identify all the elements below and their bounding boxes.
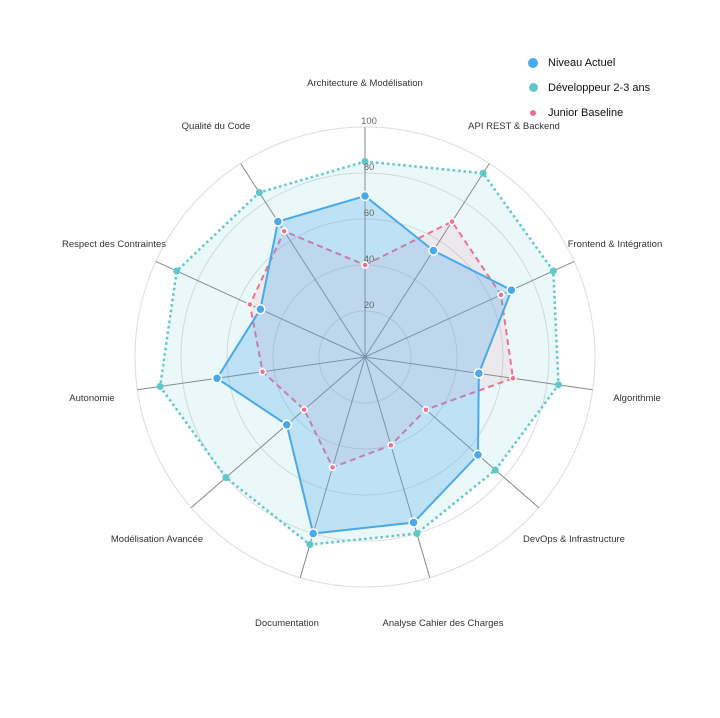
tick-label: 40 [364, 254, 375, 265]
tick-label: 20 [364, 300, 375, 311]
tick-label: 60 [364, 208, 375, 219]
data-point[interactable] [328, 463, 337, 472]
data-point[interactable] [281, 419, 293, 431]
data-point[interactable] [408, 517, 419, 528]
data-point[interactable] [211, 373, 223, 384]
axis-label: Modélisation Avancée [111, 534, 203, 545]
legend-marker-icon [528, 57, 538, 68]
axis-line [137, 356, 366, 391]
axis-label: Algorithmie [613, 393, 661, 404]
data-point[interactable] [549, 267, 557, 275]
data-point[interactable] [506, 284, 517, 296]
data-point[interactable] [448, 217, 456, 226]
tick-label: 100 [361, 116, 377, 127]
legend-item-niveau-actuel[interactable]: Niveau Actuel [528, 50, 650, 75]
data-point[interactable] [491, 466, 499, 474]
axis-line [190, 356, 366, 508]
data-point[interactable] [280, 227, 288, 235]
data-point[interactable] [255, 303, 266, 315]
axis-labels: Architecture & Modélisation API REST & Ba… [62, 78, 662, 629]
data-point[interactable] [361, 261, 369, 269]
legend-label: Junior Baseline [548, 106, 624, 119]
data-point[interactable] [413, 530, 421, 538]
axis-line [364, 356, 431, 578]
data-point[interactable] [509, 374, 517, 383]
radial-tick-labels: 20 40 60 80 100 [361, 116, 377, 311]
data-point[interactable] [387, 441, 395, 450]
data-point[interactable] [479, 169, 487, 177]
legend-marker-icon [530, 109, 536, 116]
data-point[interactable] [300, 405, 308, 414]
series-1-area [158, 160, 560, 546]
data-point[interactable] [173, 267, 181, 275]
tick-label: 80 [364, 162, 375, 173]
axis-label: Respect des Contraintes [62, 239, 166, 250]
data-point[interactable] [222, 473, 230, 481]
axis-label: Documentation [255, 618, 319, 629]
data-point[interactable] [258, 367, 267, 376]
data-point[interactable] [555, 381, 563, 389]
axis-label: Frontend & Intégration [568, 239, 663, 250]
data-point[interactable] [472, 449, 484, 461]
radar-series [156, 158, 563, 549]
data-point[interactable] [473, 368, 485, 379]
legend-item-developpeur[interactable]: Développeur 2-3 ans [528, 75, 650, 100]
axis-label: Qualité du Code [182, 121, 251, 132]
data-point[interactable] [361, 158, 369, 165]
data-point[interactable] [156, 382, 164, 390]
legend-label: Niveau Actuel [548, 56, 616, 69]
axis-label: API REST & Backend [468, 121, 560, 132]
data-point[interactable] [359, 190, 371, 202]
data-point[interactable] [255, 189, 263, 197]
legend-marker-icon [528, 83, 538, 92]
data-point[interactable] [306, 541, 314, 549]
axis-label: Analyse Cahier des Charges [383, 618, 504, 629]
axis-line [240, 163, 366, 358]
data-point[interactable] [497, 291, 505, 299]
data-point[interactable] [272, 216, 284, 227]
axis-line [364, 163, 490, 358]
series-2-area [248, 220, 515, 469]
legend: Niveau Actuel Développeur 2-3 ans Junior… [528, 50, 650, 125]
data-point[interactable] [428, 245, 439, 256]
data-point[interactable] [246, 300, 254, 309]
axis-label: Autonomie [69, 393, 114, 404]
axis-line [364, 260, 575, 358]
axis-label: Architecture & Modélisation [307, 78, 423, 89]
axis-line [364, 356, 540, 508]
data-point[interactable] [307, 528, 319, 539]
data-point[interactable] [422, 405, 430, 414]
axis-label: DevOps & Infrastructure [523, 534, 625, 545]
series-0-area [215, 194, 513, 535]
legend-label: Développeur 2-3 ans [548, 81, 651, 94]
legend-item-junior-baseline[interactable]: Junior Baseline [528, 100, 650, 125]
